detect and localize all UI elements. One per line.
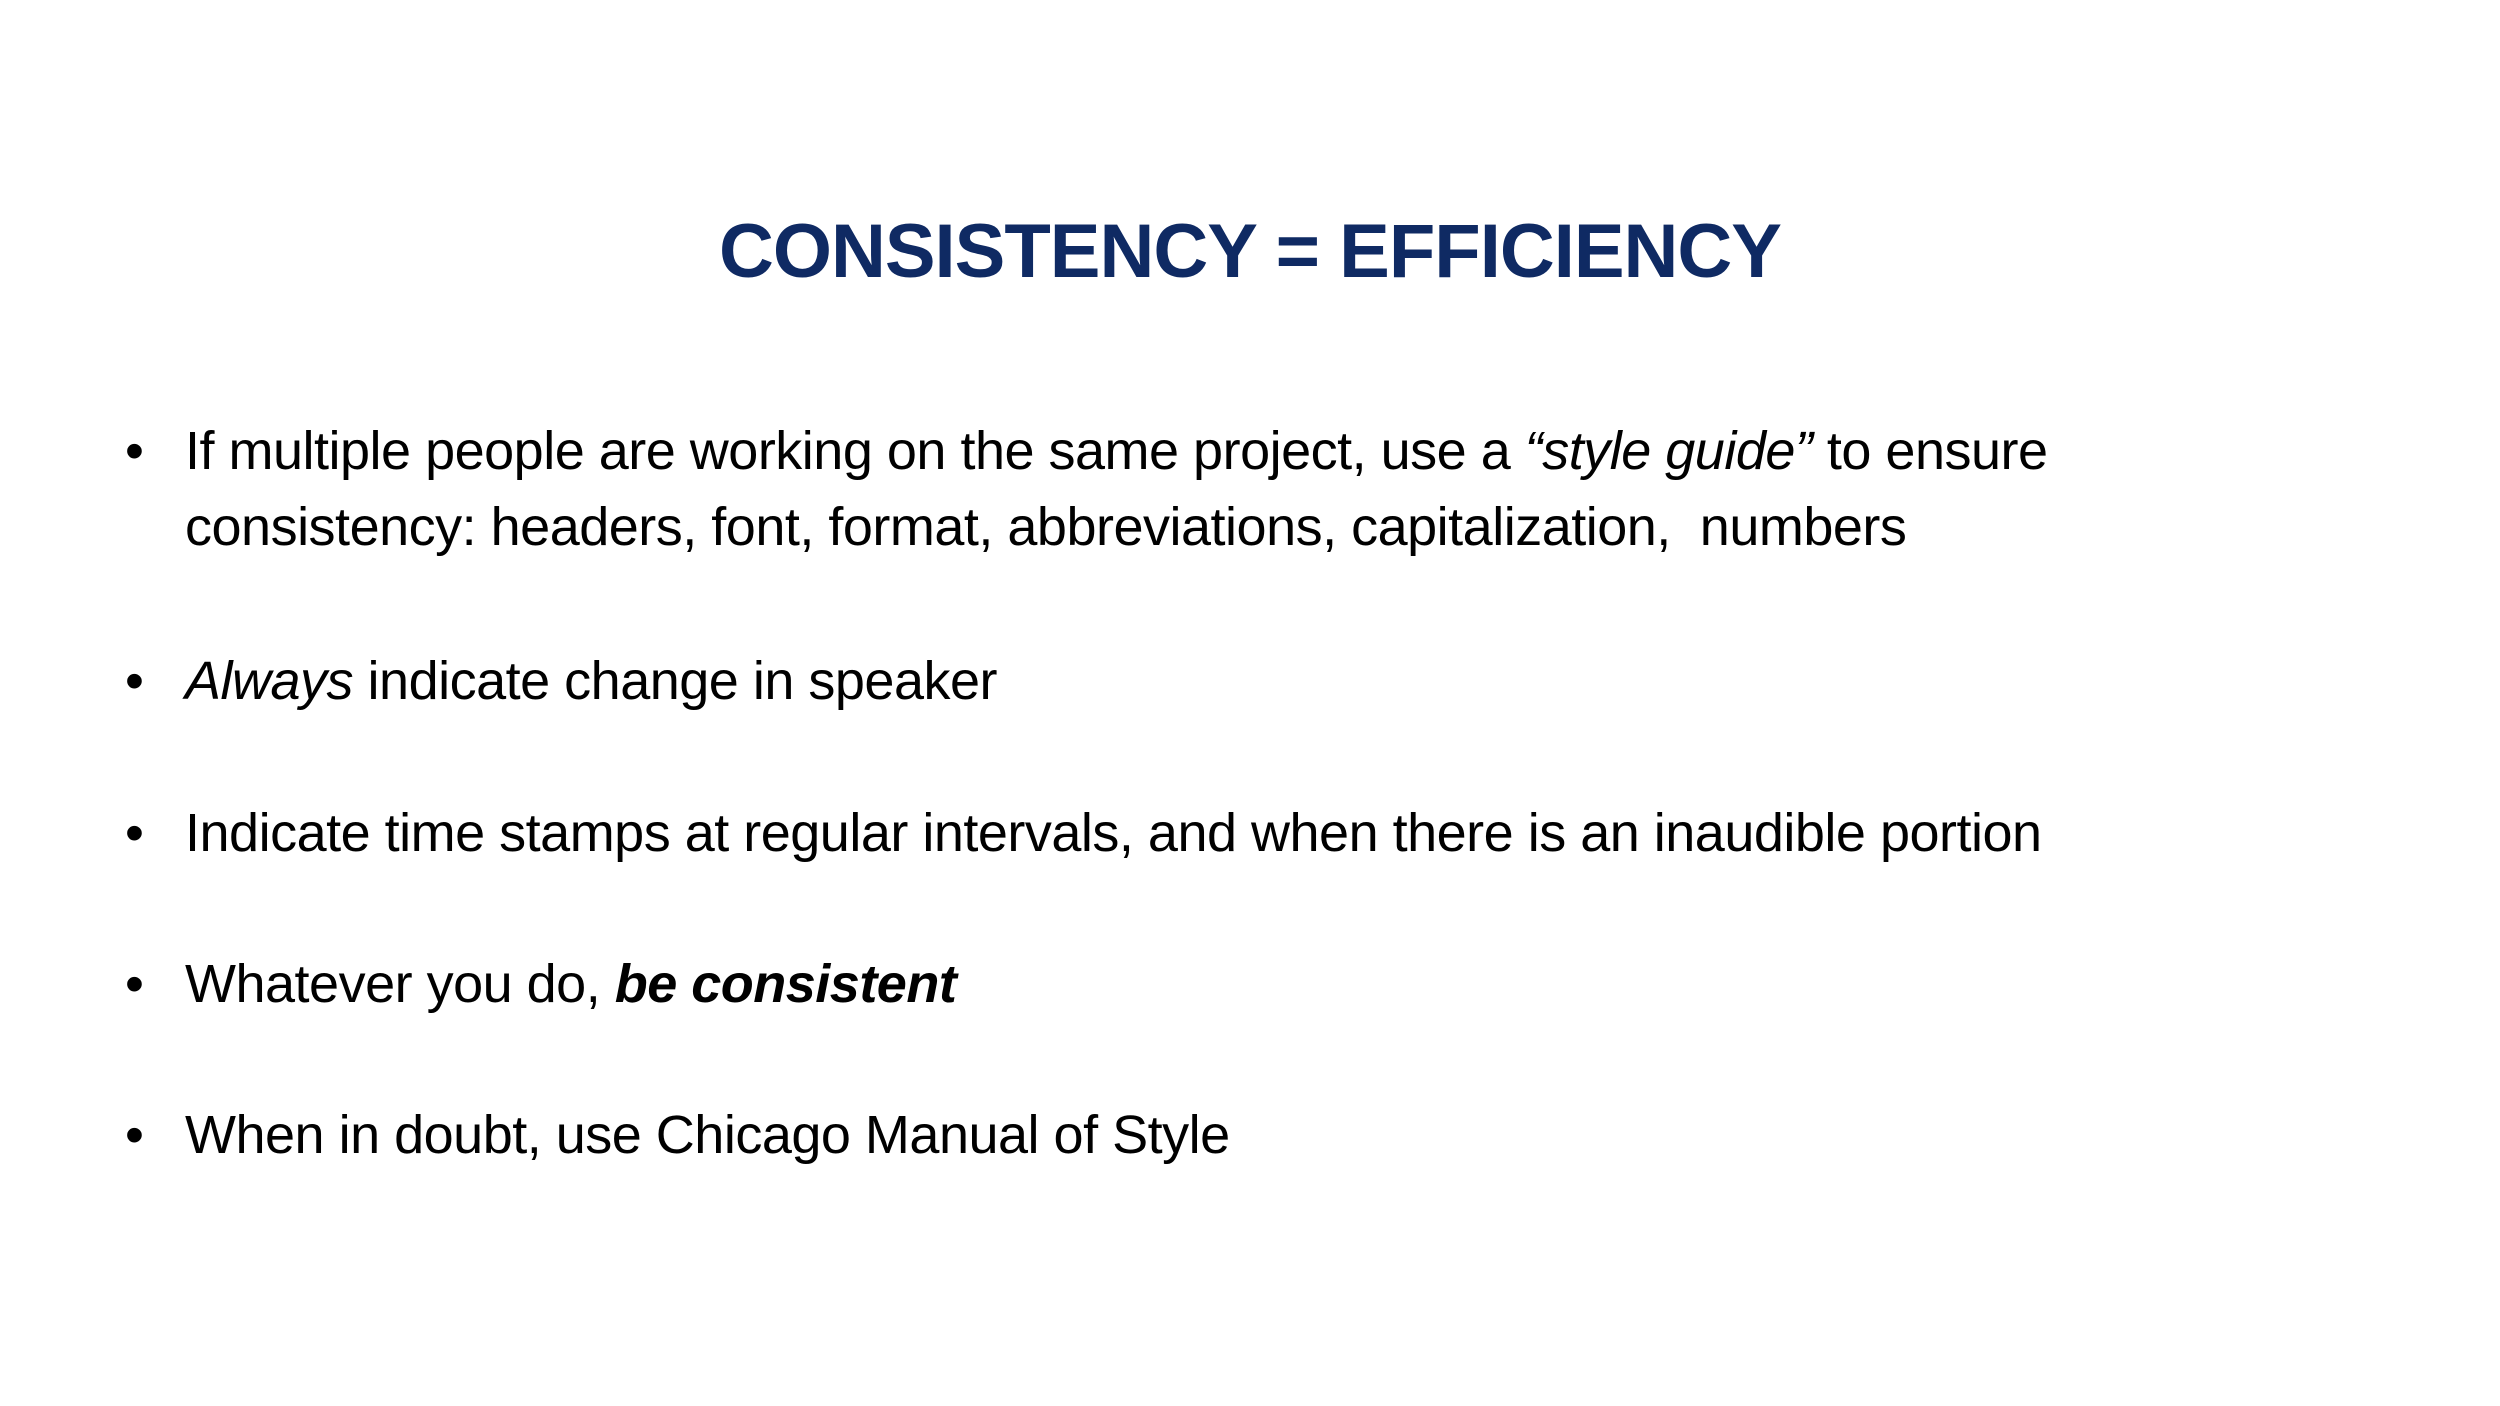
bullet-emphasis: Always — [185, 651, 354, 711]
bullet-dot-icon: • — [125, 803, 144, 863]
bullet-dot-icon: • — [125, 1105, 144, 1165]
bullet-text: When in doubt, use Chicago Manual of Sty… — [185, 1105, 1230, 1165]
bullet-text: indicate change in speaker — [353, 651, 998, 711]
bullet-dot-icon: • — [125, 651, 144, 711]
bullet-item-style-guide: • If multiple people are working on the … — [125, 413, 2335, 565]
bullet-item-time-stamps: • Indicate time stamps at regular interv… — [125, 795, 2335, 871]
bullet-emphasis: “style guide” — [1524, 421, 1813, 481]
bullet-text: Whatever you do, — [185, 954, 615, 1014]
bullet-item-be-consistent: • Whatever you do, be consistent — [125, 946, 2335, 1022]
bullet-dot-icon: • — [125, 954, 144, 1014]
bullet-strong-emphasis: be consistent — [614, 954, 957, 1014]
bullet-item-chicago-manual: • When in doubt, use Chicago Manual of S… — [125, 1097, 2335, 1173]
slide-title: CONSISTENCY = EFFICIENCY — [718, 209, 1782, 294]
bullet-dot-icon: • — [125, 421, 144, 481]
bullet-item-speaker-change: • Always indicate change in speaker — [125, 643, 2335, 719]
bullet-text: to ensure — [1812, 421, 2048, 481]
bullet-text-line2: consistency: headers, font, format, abbr… — [185, 497, 1907, 557]
bullet-text: Indicate time stamps at regular interval… — [185, 803, 2042, 863]
bullet-text: If multiple people are working on the sa… — [185, 421, 1525, 481]
